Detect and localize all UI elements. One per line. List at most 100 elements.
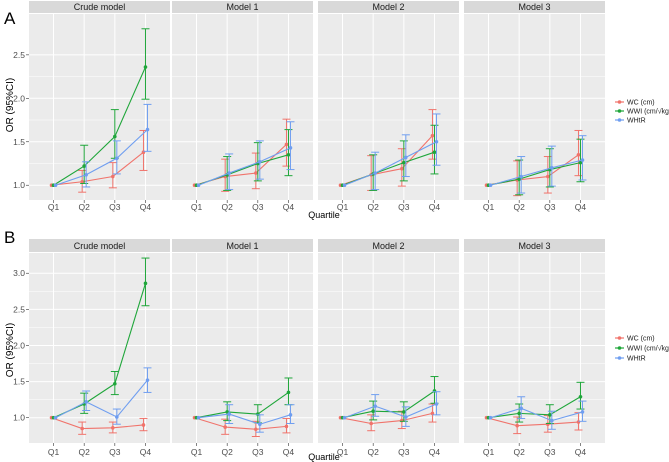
x-tick-label: Q1 bbox=[191, 202, 203, 212]
panel-a-xlabel: Quartile bbox=[308, 210, 340, 220]
data-point-wwi bbox=[402, 160, 406, 165]
legend-key-point bbox=[617, 336, 622, 340]
data-point-whtr bbox=[580, 410, 585, 414]
x-tick-label: Q2 bbox=[222, 202, 234, 212]
facet-title: Crude model bbox=[74, 241, 126, 251]
x-tick-label: Q4 bbox=[283, 447, 295, 457]
data-point-wc bbox=[80, 426, 84, 431]
data-point-whtr bbox=[145, 378, 150, 382]
x-tick-label: Q1 bbox=[48, 447, 60, 457]
facet-strip bbox=[318, 1, 459, 13]
series-line-whtr bbox=[55, 379, 148, 419]
facet-strip bbox=[29, 239, 170, 252]
data-point-whtr bbox=[488, 415, 493, 420]
data-point-wc bbox=[576, 153, 581, 157]
x-tick-label: Q2 bbox=[368, 202, 380, 212]
facet-strip bbox=[464, 1, 605, 13]
data-point-whtr bbox=[488, 183, 493, 188]
data-point-whtr bbox=[404, 415, 408, 419]
data-point-wwi bbox=[113, 381, 117, 386]
data-point-wwi bbox=[371, 409, 375, 414]
facet-panel-bg bbox=[172, 253, 313, 443]
y-tick-label: 2.5 bbox=[13, 50, 25, 60]
data-point-whtr bbox=[258, 422, 262, 427]
x-tick-label: Q1 bbox=[483, 202, 495, 212]
panel-b-ylabel: OR (95%CI) bbox=[5, 323, 16, 377]
series-line-wwi bbox=[342, 390, 435, 419]
data-point-whtr bbox=[550, 418, 554, 423]
data-point-wc bbox=[430, 133, 435, 138]
data-point-wc bbox=[254, 171, 258, 175]
x-tick-label: Q3 bbox=[252, 447, 264, 457]
data-point-whtr bbox=[580, 158, 585, 162]
data-point-whtr bbox=[196, 415, 201, 420]
data-point-whtr bbox=[227, 412, 231, 416]
x-tick-label: Q1 bbox=[483, 447, 495, 457]
data-point-wwi bbox=[548, 413, 552, 417]
data-point-wc bbox=[576, 420, 581, 424]
data-point-whtr bbox=[373, 404, 377, 408]
x-tick-label: Q3 bbox=[398, 447, 410, 457]
x-tick-label: Q2 bbox=[368, 447, 380, 457]
data-point-wwi bbox=[286, 153, 291, 157]
data-point-wwi bbox=[143, 65, 148, 69]
x-tick-label: Q2 bbox=[79, 447, 91, 457]
data-point-whtr bbox=[258, 159, 262, 164]
data-point-wwi bbox=[113, 134, 117, 139]
data-point-whtr bbox=[519, 174, 523, 179]
data-point-wwi bbox=[82, 164, 86, 168]
x-tick-label: Q2 bbox=[222, 447, 234, 457]
panel-label-b: B bbox=[4, 228, 15, 247]
data-point-whtr bbox=[227, 171, 231, 175]
data-point-whtr bbox=[288, 413, 293, 417]
data-point-whtr bbox=[519, 406, 523, 411]
x-tick-label: Q3 bbox=[544, 447, 556, 457]
data-point-wwi bbox=[517, 411, 521, 416]
x-tick-label: Q1 bbox=[337, 447, 349, 457]
legend-label: WWI (cm/√kg) bbox=[627, 108, 669, 116]
data-point-wc bbox=[546, 422, 550, 427]
data-point-wc bbox=[111, 174, 115, 179]
data-point-wc bbox=[141, 423, 146, 427]
x-tick-label: Q3 bbox=[398, 202, 410, 212]
legend-label: WHtR bbox=[627, 118, 646, 125]
x-tick-label: Q4 bbox=[283, 202, 295, 212]
data-point-wc bbox=[223, 425, 227, 429]
data-point-wwi bbox=[402, 410, 406, 414]
data-point-wwi bbox=[578, 160, 583, 165]
x-tick-label: Q1 bbox=[48, 202, 60, 212]
facet-panel-bg bbox=[172, 14, 313, 200]
series-line-wc bbox=[194, 417, 287, 430]
legend-label: WHtR bbox=[627, 356, 646, 363]
y-tick-label: 1.0 bbox=[13, 413, 25, 423]
x-tick-label: Q4 bbox=[140, 202, 152, 212]
facet-title: Model 1 bbox=[226, 241, 258, 251]
data-point-whtr bbox=[145, 127, 150, 132]
x-tick-label: Q3 bbox=[252, 202, 264, 212]
x-tick-label: Q4 bbox=[575, 447, 587, 457]
data-point-whtr bbox=[115, 415, 119, 419]
series-line-wwi bbox=[488, 162, 581, 186]
data-point-wwi bbox=[517, 177, 521, 181]
y-tick-label: 2.0 bbox=[13, 340, 25, 350]
data-point-whtr bbox=[434, 139, 439, 144]
data-point-wwi bbox=[286, 390, 291, 395]
data-point-wc bbox=[369, 421, 373, 426]
series-line-wc bbox=[51, 417, 144, 430]
x-tick-label: Q3 bbox=[544, 202, 556, 212]
data-point-whtr bbox=[84, 400, 88, 404]
x-tick-label: Q4 bbox=[429, 202, 441, 212]
legend-label: WWI (cm/√kg) bbox=[627, 345, 669, 353]
data-point-whtr bbox=[196, 183, 201, 188]
series-line-whtr bbox=[198, 413, 291, 425]
data-point-wwi bbox=[432, 150, 437, 154]
x-tick-label: Q1 bbox=[191, 447, 203, 457]
x-tick-label: Q4 bbox=[429, 447, 441, 457]
data-point-wwi bbox=[143, 281, 148, 286]
y-tick-label: 2.0 bbox=[13, 93, 25, 103]
series-line-whtr bbox=[198, 147, 291, 186]
data-point-wc bbox=[546, 174, 550, 179]
data-point-wc bbox=[400, 166, 404, 171]
data-point-whtr bbox=[434, 402, 439, 406]
data-point-wc bbox=[400, 418, 404, 423]
